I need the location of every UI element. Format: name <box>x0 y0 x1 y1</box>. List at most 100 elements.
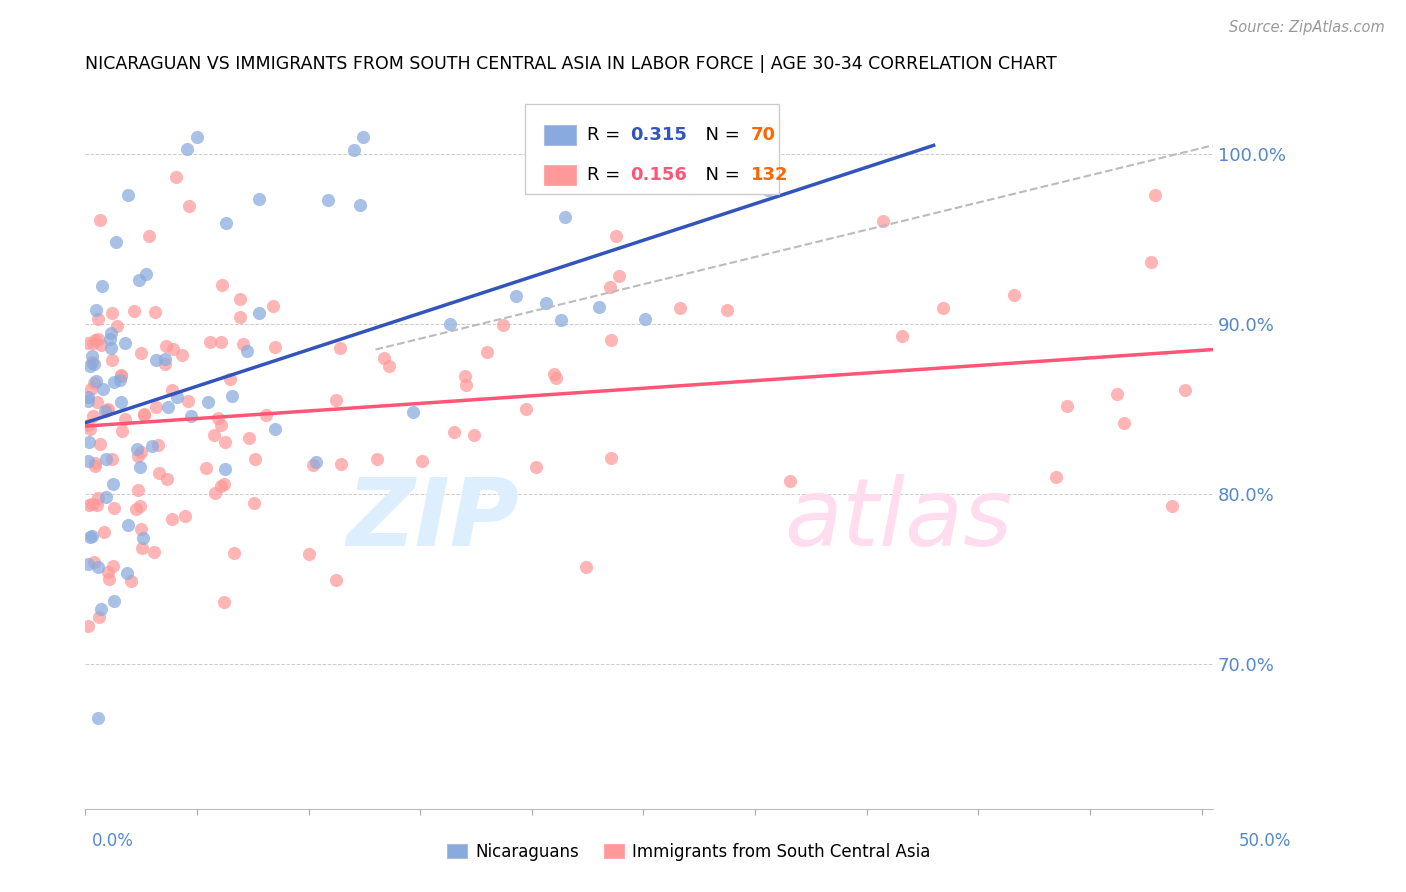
Point <box>703 153 725 167</box>
Point <box>492 318 515 332</box>
Point <box>219 372 242 386</box>
Point <box>101 452 124 467</box>
Point <box>475 344 498 359</box>
Point <box>170 348 193 362</box>
Point <box>131 541 153 555</box>
Point <box>318 193 340 207</box>
Point <box>110 394 132 409</box>
Point <box>103 500 125 515</box>
Point <box>198 335 221 350</box>
Point <box>87 711 110 725</box>
Point <box>127 483 149 497</box>
Point <box>243 496 266 510</box>
Text: R =: R = <box>586 126 626 144</box>
Point <box>105 319 128 334</box>
Point <box>103 594 125 608</box>
Point <box>83 376 105 391</box>
Point <box>1112 416 1135 430</box>
Point <box>145 400 167 414</box>
Point <box>166 390 188 404</box>
Point <box>515 402 537 417</box>
Point <box>1160 499 1182 513</box>
Point <box>138 229 160 244</box>
Point <box>443 425 465 439</box>
Point <box>454 369 477 384</box>
Point <box>668 301 690 316</box>
Text: N =: N = <box>695 126 745 144</box>
Point <box>84 302 107 317</box>
Point <box>129 445 152 459</box>
Point <box>402 405 425 419</box>
Text: 0.156: 0.156 <box>630 166 686 184</box>
Point <box>1174 383 1197 397</box>
Point <box>229 292 252 306</box>
Point <box>634 312 657 326</box>
Point <box>76 454 98 468</box>
Point <box>76 336 98 351</box>
Point <box>349 198 371 212</box>
Point <box>86 311 108 326</box>
Point <box>1002 288 1025 302</box>
Point <box>212 476 235 491</box>
Point <box>135 267 157 281</box>
Point <box>122 303 145 318</box>
Point <box>82 335 104 350</box>
Point <box>1045 470 1067 484</box>
Text: 0.315: 0.315 <box>630 126 686 144</box>
Point <box>186 129 208 144</box>
Point <box>89 437 111 451</box>
Point <box>84 458 107 473</box>
Point <box>1143 187 1166 202</box>
Point <box>180 409 202 423</box>
Point <box>454 377 477 392</box>
Point <box>89 610 111 624</box>
Point <box>97 401 120 416</box>
Point <box>534 296 557 310</box>
Point <box>134 407 156 421</box>
Point <box>214 461 236 475</box>
Point <box>263 340 285 354</box>
Point <box>153 357 176 371</box>
Point <box>343 144 366 158</box>
Point <box>84 374 107 388</box>
Point <box>209 479 232 493</box>
Text: 0.0%: 0.0% <box>91 832 134 850</box>
Point <box>94 404 117 418</box>
Point <box>243 452 266 467</box>
Point <box>98 573 121 587</box>
Point <box>79 530 101 544</box>
Point <box>76 418 98 433</box>
Point <box>932 301 955 315</box>
Point <box>134 408 156 422</box>
Point <box>101 353 124 368</box>
Point <box>232 337 254 351</box>
Legend: Nicaraguans, Immigrants from South Central Asia: Nicaraguans, Immigrants from South Centr… <box>440 837 938 868</box>
FancyBboxPatch shape <box>544 125 575 145</box>
Point <box>209 334 232 349</box>
Point <box>114 412 136 426</box>
Point <box>101 305 124 319</box>
Point <box>114 335 136 350</box>
Point <box>174 509 197 524</box>
Point <box>148 466 170 480</box>
Point <box>86 395 108 409</box>
FancyBboxPatch shape <box>524 103 779 194</box>
Point <box>157 401 180 415</box>
Point <box>93 525 115 540</box>
Point <box>411 453 433 467</box>
Point <box>214 216 236 230</box>
Point <box>96 402 118 417</box>
Point <box>160 511 183 525</box>
Point <box>329 457 352 471</box>
Point <box>600 334 623 348</box>
Point <box>82 409 104 423</box>
Point <box>202 427 225 442</box>
Point <box>80 349 103 363</box>
Text: atlas: atlas <box>785 475 1012 566</box>
FancyBboxPatch shape <box>544 165 575 185</box>
Point <box>546 371 568 385</box>
Point <box>127 449 149 463</box>
Point <box>94 490 117 504</box>
Point <box>366 451 388 466</box>
Point <box>77 498 100 512</box>
